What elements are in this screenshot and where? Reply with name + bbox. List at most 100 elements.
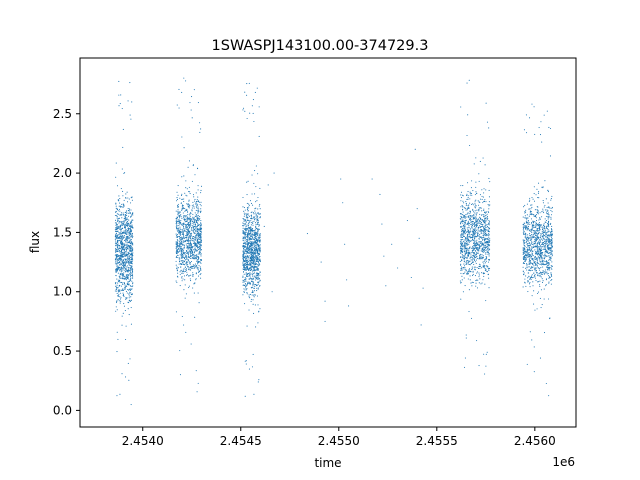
data-point bbox=[196, 260, 198, 262]
data-point bbox=[127, 222, 129, 224]
data-point bbox=[123, 206, 125, 208]
data-point bbox=[542, 227, 544, 229]
data-point bbox=[177, 194, 179, 196]
data-point bbox=[529, 282, 531, 284]
data-point bbox=[120, 221, 122, 223]
data-point bbox=[179, 244, 181, 246]
data-point bbox=[539, 237, 542, 239]
data-point bbox=[247, 212, 249, 214]
data-point bbox=[550, 272, 552, 274]
data-point bbox=[182, 250, 184, 252]
data-point bbox=[243, 268, 245, 270]
data-point bbox=[115, 224, 117, 226]
data-point bbox=[467, 114, 469, 116]
data-point bbox=[189, 212, 192, 214]
data-point bbox=[462, 234, 464, 236]
data-point bbox=[120, 268, 122, 270]
data-point bbox=[130, 267, 132, 269]
data-point bbox=[194, 219, 196, 221]
data-point bbox=[465, 219, 467, 221]
data-point bbox=[253, 282, 255, 284]
data-point bbox=[123, 283, 126, 285]
data-point bbox=[257, 240, 259, 242]
data-point bbox=[179, 231, 181, 233]
data-point bbox=[256, 251, 259, 253]
data-point bbox=[114, 222, 116, 224]
data-point bbox=[115, 269, 117, 271]
data-point bbox=[254, 229, 256, 231]
data-point bbox=[191, 251, 194, 253]
data-points bbox=[114, 77, 554, 406]
data-point bbox=[119, 272, 121, 275]
data-point bbox=[179, 235, 181, 237]
data-point bbox=[124, 220, 126, 222]
data-point bbox=[475, 213, 477, 215]
data-point bbox=[484, 229, 486, 231]
data-point bbox=[200, 192, 202, 194]
data-point bbox=[200, 269, 202, 271]
data-point bbox=[251, 217, 253, 219]
data-point bbox=[188, 231, 190, 233]
data-point bbox=[199, 274, 201, 276]
data-point bbox=[122, 227, 124, 229]
data-point bbox=[195, 255, 197, 257]
data-point bbox=[198, 233, 200, 235]
data-point bbox=[175, 226, 177, 228]
data-point bbox=[246, 117, 248, 120]
data-point bbox=[117, 217, 119, 220]
data-point bbox=[196, 216, 198, 218]
data-point bbox=[192, 194, 195, 196]
data-point bbox=[249, 249, 251, 251]
data-point bbox=[127, 262, 129, 264]
data-point bbox=[481, 226, 483, 228]
data-point bbox=[478, 258, 480, 260]
data-point bbox=[538, 222, 541, 224]
data-point bbox=[544, 269, 546, 271]
data-point bbox=[480, 229, 482, 231]
data-point bbox=[132, 249, 134, 252]
data-point bbox=[476, 340, 478, 342]
data-point bbox=[252, 99, 254, 101]
data-point bbox=[198, 270, 200, 273]
data-point bbox=[472, 245, 474, 247]
data-point bbox=[249, 297, 251, 299]
data-point bbox=[184, 279, 186, 281]
data-point bbox=[178, 88, 180, 90]
data-point bbox=[541, 257, 543, 259]
data-point bbox=[546, 243, 548, 245]
data-point bbox=[245, 229, 247, 231]
data-point bbox=[122, 312, 124, 314]
data-point bbox=[182, 237, 184, 239]
data-point bbox=[244, 209, 246, 211]
data-point bbox=[187, 252, 189, 254]
data-point bbox=[124, 258, 126, 261]
data-point bbox=[469, 198, 471, 200]
data-point bbox=[460, 240, 462, 242]
data-point bbox=[487, 261, 490, 263]
data-point bbox=[118, 217, 121, 219]
data-point bbox=[534, 257, 536, 259]
data-point bbox=[257, 275, 259, 277]
data-point bbox=[181, 244, 183, 246]
data-point bbox=[191, 96, 193, 98]
data-point bbox=[463, 263, 465, 265]
data-point bbox=[124, 230, 126, 232]
data-point bbox=[190, 280, 192, 282]
data-point bbox=[127, 244, 129, 246]
data-point bbox=[253, 251, 255, 254]
data-point bbox=[471, 203, 473, 206]
data-point bbox=[254, 91, 256, 94]
data-point bbox=[475, 214, 477, 216]
data-point bbox=[478, 244, 480, 246]
data-point bbox=[132, 219, 134, 221]
data-point bbox=[539, 212, 541, 214]
data-point bbox=[474, 247, 476, 250]
data-point bbox=[478, 207, 480, 209]
data-point bbox=[248, 203, 250, 205]
data-point bbox=[474, 194, 476, 196]
data-point bbox=[188, 256, 190, 258]
data-point bbox=[119, 296, 121, 298]
data-point bbox=[123, 250, 125, 252]
data-point bbox=[462, 273, 464, 275]
data-point bbox=[464, 233, 466, 235]
